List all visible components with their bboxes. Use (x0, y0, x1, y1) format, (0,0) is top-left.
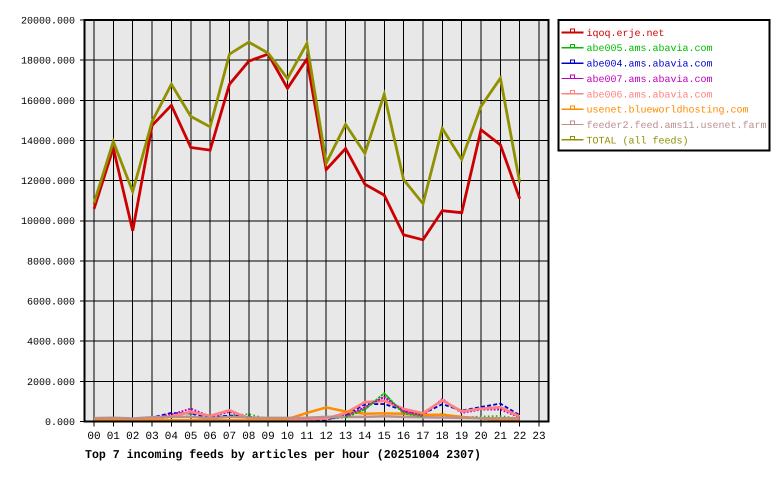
svg-text:feeder2.feed.ams11.usenet.farm: feeder2.feed.ams11.usenet.farm (587, 120, 767, 132)
svg-text:21: 21 (494, 431, 508, 443)
svg-text:10: 10 (281, 431, 294, 443)
svg-text:22: 22 (513, 431, 526, 443)
svg-text:18: 18 (436, 431, 449, 443)
svg-text:12: 12 (320, 431, 333, 443)
svg-text:14000.000: 14000.000 (21, 137, 75, 148)
svg-text:01: 01 (107, 431, 121, 443)
svg-text:8000.000: 8000.000 (27, 257, 75, 268)
svg-text:Top 7 incoming feeds by articl: Top 7 incoming feeds by articles per hou… (85, 448, 481, 462)
svg-text:04: 04 (165, 431, 179, 443)
svg-text:abe004.ams.abavia.com: abe004.ams.abavia.com (587, 59, 713, 71)
svg-text:20: 20 (474, 431, 487, 443)
svg-text:TOTAL (all feeds): TOTAL (all feeds) (587, 135, 689, 147)
svg-text:20000.000: 20000.000 (21, 17, 75, 28)
svg-text:17: 17 (416, 431, 429, 443)
svg-text:usenet.blueworldhosting.com: usenet.blueworldhosting.com (587, 105, 749, 117)
svg-text:00: 00 (87, 431, 100, 443)
svg-text:18000.000: 18000.000 (21, 57, 75, 68)
svg-text:0.000: 0.000 (45, 418, 75, 429)
svg-text:15: 15 (378, 431, 391, 443)
svg-text:abe005.ams.abavia.com: abe005.ams.abavia.com (587, 43, 713, 55)
svg-text:14: 14 (358, 431, 372, 443)
svg-text:2000.000: 2000.000 (27, 378, 75, 389)
svg-text:4000.000: 4000.000 (27, 338, 75, 349)
svg-text:19: 19 (455, 431, 468, 443)
svg-text:09: 09 (261, 431, 274, 443)
svg-text:10000.000: 10000.000 (21, 217, 75, 228)
svg-text:02: 02 (126, 431, 139, 443)
svg-text:08: 08 (242, 431, 255, 443)
svg-text:13: 13 (339, 431, 352, 443)
svg-text:05: 05 (184, 431, 197, 443)
svg-text:abe006.ams.abavia.com: abe006.ams.abavia.com (587, 89, 713, 101)
svg-text:03: 03 (145, 431, 158, 443)
svg-text:16000.000: 16000.000 (21, 97, 75, 108)
svg-text:23: 23 (532, 431, 545, 443)
svg-text:12000.000: 12000.000 (21, 177, 75, 188)
svg-text:11: 11 (300, 431, 314, 443)
svg-text:06: 06 (203, 431, 216, 443)
svg-text:6000.000: 6000.000 (27, 298, 75, 309)
svg-text:07: 07 (223, 431, 236, 443)
svg-text:16: 16 (397, 431, 410, 443)
svg-text:abe007.ams.abavia.com: abe007.ams.abavia.com (587, 74, 713, 86)
svg-text:iqoq.erje.net: iqoq.erje.net (587, 28, 665, 40)
